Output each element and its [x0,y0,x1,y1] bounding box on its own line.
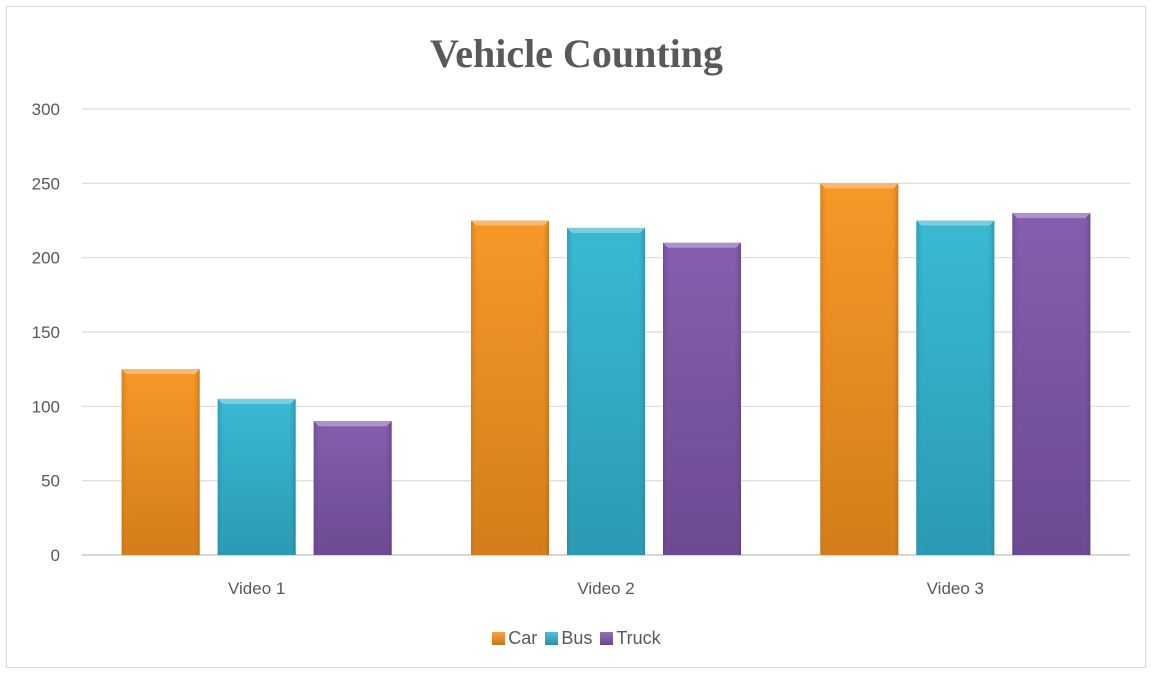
bar-bevel [567,227,645,233]
legend-swatch [492,632,506,645]
bar-bevel [820,183,899,189]
y-tick-label: 50 [41,472,60,491]
y-tick-label: 150 [32,323,60,342]
legend-item-truck: Truck [600,628,661,649]
bar-shading [121,369,200,555]
bar-bevel [217,398,296,404]
legend-label: Bus [561,628,593,648]
legend-item-bus: Bus [545,628,592,649]
bar-bevel [471,220,549,226]
bar-shading [820,183,899,556]
x-axis: Video 1 Video 2 Video 3 [228,579,984,598]
x-tick-label: Video 3 [927,579,984,598]
bar-shading [916,220,995,555]
legend-swatch [545,632,559,645]
legend-item-car: Car [492,628,537,649]
bar-bevel [121,369,200,375]
legend-swatch [600,632,614,645]
chart-title: Vehicle Counting [429,31,723,76]
y-axis: 0 50 100 150 200 250 300 [32,100,60,565]
bar-bevel [663,242,741,248]
y-tick-label: 100 [32,397,60,416]
y-tick-label: 250 [32,174,60,193]
bar-bevel [916,220,995,226]
bar-shading [1012,213,1091,556]
legend-label: Truck [616,628,661,648]
legend-label: Car [508,628,538,648]
bar-shading [313,421,392,555]
bars [121,183,1091,556]
bar-bevel [1012,213,1091,219]
legend: Car Bus Truck [0,628,1153,649]
x-tick-label: Video 2 [577,579,634,598]
bar-shading [471,220,549,555]
y-tick-label: 300 [32,100,60,119]
bar-shading [217,398,296,555]
x-tick-label: Video 1 [228,579,285,598]
y-tick-label: 200 [32,249,60,268]
bar-bevel [313,421,392,427]
bar-shading [567,227,645,555]
bar-shading [663,242,741,556]
y-tick-label: 0 [51,546,60,565]
